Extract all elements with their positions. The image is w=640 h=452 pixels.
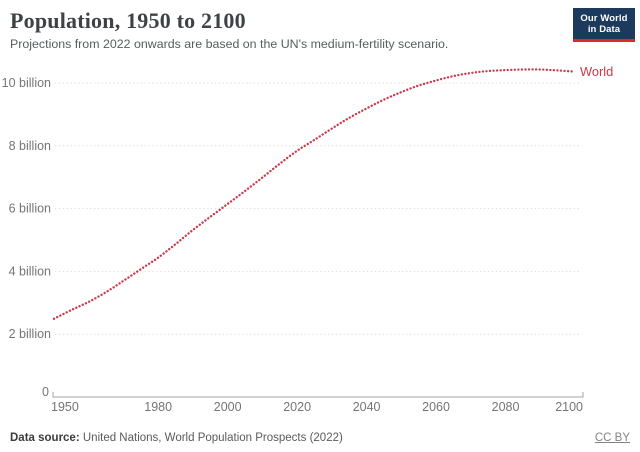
y-tick-label: 8 billion bbox=[9, 139, 51, 153]
x-tick-label: 2080 bbox=[492, 400, 520, 414]
x-tick-label: 2000 bbox=[214, 400, 242, 414]
x-tick-label: 2020 bbox=[283, 400, 311, 414]
chart-header: Population, 1950 to 2100 Projections fro… bbox=[10, 8, 635, 53]
x-tick-label: 2060 bbox=[422, 400, 450, 414]
owid-logo[interactable]: Our World in Data bbox=[573, 8, 635, 43]
license-link[interactable]: CC BY bbox=[594, 432, 630, 444]
chart-footer: Data source: United Nations, World Popul… bbox=[10, 432, 630, 444]
owid-logo-line2: in Data bbox=[587, 24, 621, 36]
y-tick-label-zero: 0 bbox=[42, 385, 49, 399]
x-tick-label: 2100 bbox=[555, 400, 583, 414]
x-tick-label: 2040 bbox=[353, 400, 381, 414]
y-tick-label: 4 billion bbox=[9, 264, 51, 278]
y-tick-label: 10 billion bbox=[2, 76, 51, 90]
data-source-label: Data source: bbox=[10, 432, 80, 444]
data-source: Data source: United Nations, World Popul… bbox=[10, 432, 343, 444]
data-source-value: United Nations, World Population Prospec… bbox=[79, 432, 343, 444]
x-tick-label: 1950 bbox=[51, 400, 79, 414]
chart-subtitle: Projections from 2022 onwards are based … bbox=[10, 37, 449, 52]
x-axis-line bbox=[52, 392, 584, 398]
x-tick-label: 1980 bbox=[144, 400, 172, 414]
world-series-line[interactable] bbox=[52, 68, 577, 320]
series-label-world[interactable]: World bbox=[580, 64, 613, 79]
owid-logo-line1: Our World bbox=[580, 13, 628, 24]
page-title: Population, 1950 to 2100 bbox=[10, 8, 246, 33]
y-tick-label: 2 billion bbox=[9, 327, 51, 341]
y-tick-label: 6 billion bbox=[9, 202, 51, 216]
